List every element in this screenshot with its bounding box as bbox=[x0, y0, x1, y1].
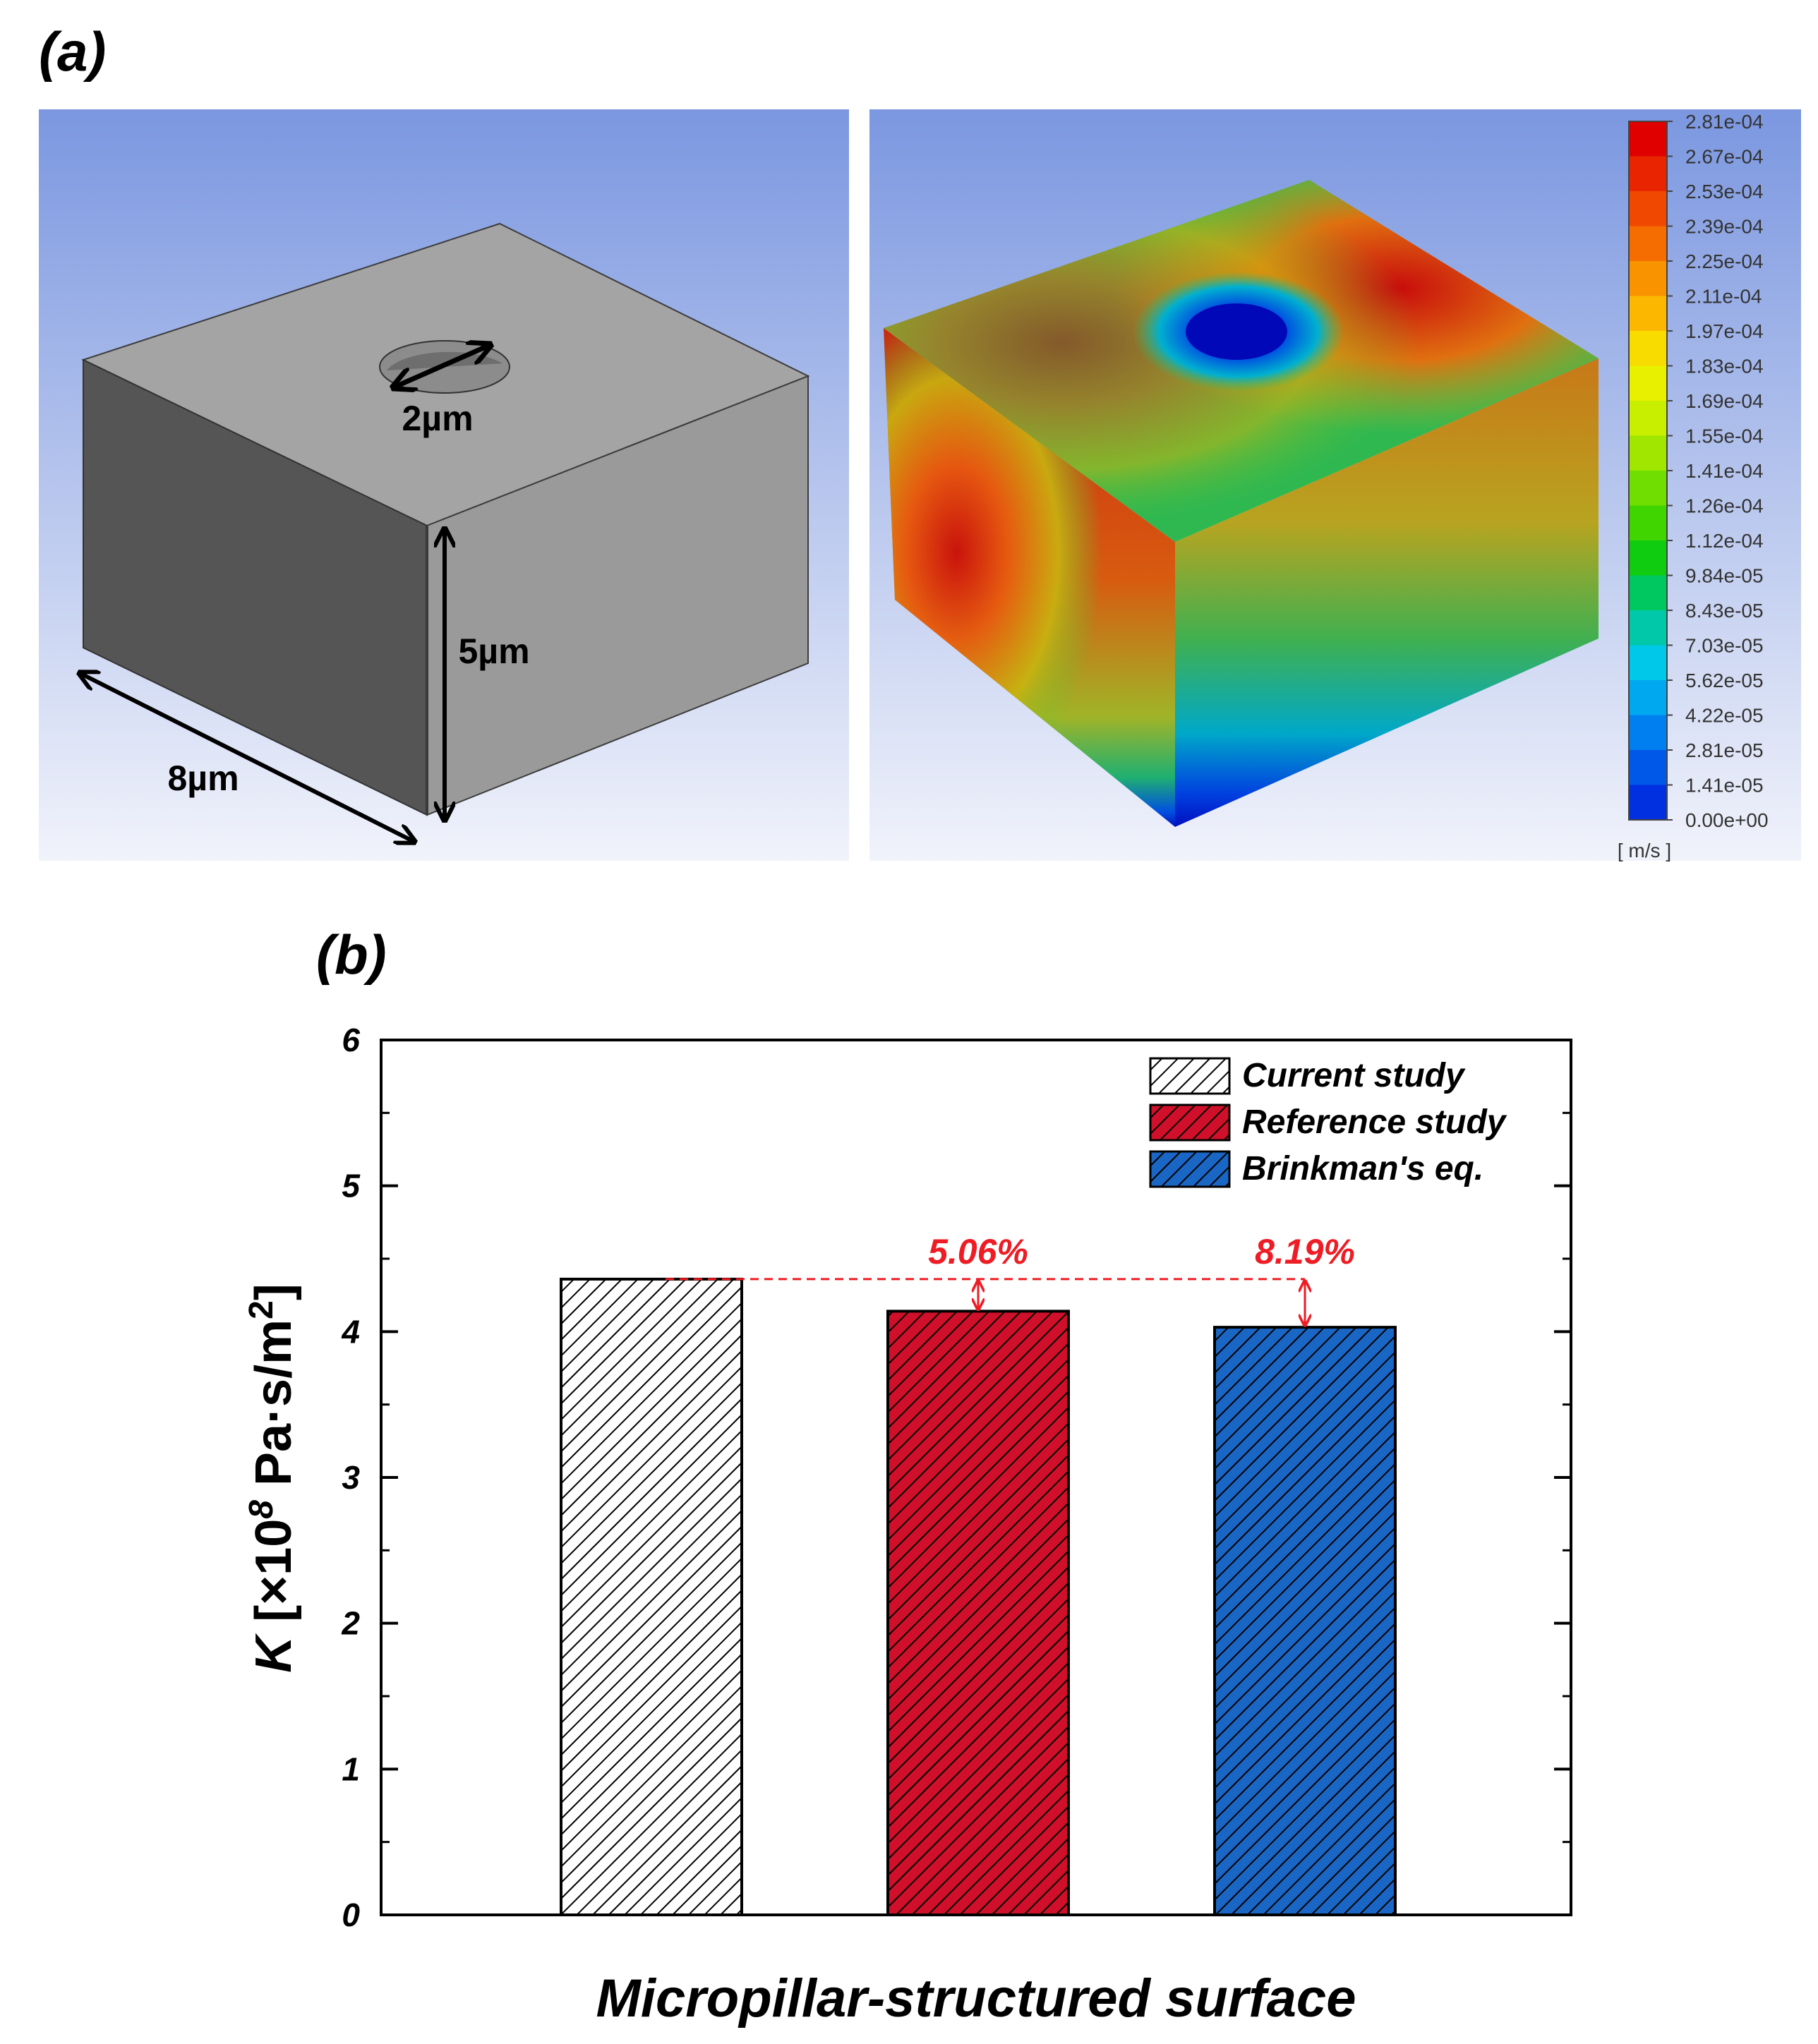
contour-legend-value: 2.67e-04 bbox=[1685, 146, 1764, 168]
contour-legend-swatch bbox=[1629, 506, 1667, 541]
chart-legend: Current study Reference study Brinkman's e… bbox=[1150, 1057, 1507, 1187]
y-tick-label: 1 bbox=[342, 1750, 360, 1787]
contour-legend-value: 2.39e-04 bbox=[1685, 216, 1764, 238]
y-tick-label: 6 bbox=[342, 1022, 360, 1058]
contour-legend-value: 1.12e-04 bbox=[1685, 530, 1764, 552]
contour-legend-value: 2.53e-04 bbox=[1685, 181, 1764, 202]
contour-legend-swatch bbox=[1629, 121, 1667, 157]
legend-swatch-1 bbox=[1150, 1105, 1229, 1140]
contour-legend-value: 4.22e-05 bbox=[1685, 705, 1764, 727]
y-tick-label: 4 bbox=[341, 1313, 360, 1350]
difference-label-0: 5.06% bbox=[928, 1232, 1028, 1271]
contour-legend-swatch bbox=[1629, 366, 1667, 401]
contour-unit-label: [ m/s ] bbox=[1618, 840, 1671, 861]
legend-label-2: Brinkman's eq. bbox=[1242, 1150, 1483, 1187]
legend-swatch-0 bbox=[1150, 1058, 1229, 1094]
contour-legend-swatch bbox=[1629, 646, 1667, 681]
panel-b-label: (b) bbox=[316, 924, 387, 986]
contour-legend-swatch bbox=[1629, 261, 1667, 296]
contour-legend-swatch bbox=[1629, 191, 1667, 226]
contour-legend-swatch bbox=[1629, 576, 1667, 611]
contour-legend-value: 1.69e-04 bbox=[1685, 390, 1764, 412]
contour-legend: 2.81e-04 2.67e-04 2.53e-04 2.39e-04 2.25e-04… bbox=[1629, 111, 1769, 831]
contour-legend-swatch bbox=[1629, 471, 1667, 506]
hole-diameter-label: 2µm bbox=[402, 399, 473, 438]
legend-swatch-2 bbox=[1150, 1151, 1229, 1187]
legend-label-0: Current study bbox=[1242, 1057, 1466, 1094]
figure: (a) 2µm 5µm 8µm 2.81e-04 2.67e-04 2.53e-04… bbox=[0, 0, 1818, 2044]
y-tick-label: 5 bbox=[342, 1168, 361, 1204]
contour-legend-swatch bbox=[1629, 401, 1667, 436]
contour-legend-swatch bbox=[1629, 680, 1667, 715]
y-tick-label: 3 bbox=[342, 1459, 360, 1496]
contour-legend-value: 1.41e-04 bbox=[1685, 460, 1764, 482]
contour-legend-value: 1.97e-04 bbox=[1685, 320, 1764, 342]
contour-legend-value: 1.55e-04 bbox=[1685, 425, 1764, 447]
geometry-panel: 2µm 5µm 8µm bbox=[39, 109, 849, 861]
contour-legend-value: 2.25e-04 bbox=[1685, 250, 1764, 272]
contour-legend-value: 9.84e-05 bbox=[1685, 565, 1764, 587]
contour-legend-value: 2.81e-04 bbox=[1685, 111, 1764, 133]
bars bbox=[561, 1279, 1395, 1915]
legend-label-1: Reference study bbox=[1242, 1103, 1507, 1141]
y-axis-label: K [×108 Pa·s/m2] bbox=[243, 1283, 302, 1673]
contour-legend-value: 2.11e-04 bbox=[1685, 286, 1762, 308]
contour-legend-value: 0.00e+00 bbox=[1685, 809, 1769, 831]
contour-legend-swatch bbox=[1629, 540, 1667, 576]
contour-legend-swatch bbox=[1629, 750, 1667, 785]
contour-legend-swatch bbox=[1629, 296, 1667, 332]
y-tick-label: 2 bbox=[341, 1605, 360, 1642]
contour-legend-value: 7.03e-05 bbox=[1685, 635, 1764, 657]
contour-legend-swatch bbox=[1629, 715, 1667, 751]
difference-label-1: 8.19% bbox=[1255, 1232, 1355, 1271]
panel-a-label: (a) bbox=[39, 20, 106, 83]
y-tick-label: 0 bbox=[342, 1897, 360, 1933]
contour-legend-value: 1.41e-05 bbox=[1685, 775, 1764, 797]
bar-chart: 0 1 2 3 4 5 6 5.06% 8.19% Current study Referenc… bbox=[243, 1022, 1571, 2028]
contour-legend-value: 5.62e-05 bbox=[1685, 670, 1764, 691]
contour-legend-value: 1.83e-04 bbox=[1685, 356, 1764, 377]
contour-legend-value: 2.81e-05 bbox=[1685, 739, 1764, 761]
bar-1 bbox=[888, 1311, 1068, 1915]
contour-legend-swatch bbox=[1629, 157, 1667, 192]
bar-2 bbox=[1215, 1327, 1395, 1915]
height-label: 5µm bbox=[458, 631, 529, 671]
contour-legend-swatch bbox=[1629, 436, 1667, 471]
x-axis-label: Micropillar-structured surface bbox=[596, 1969, 1356, 2028]
contour-legend-swatch bbox=[1629, 226, 1667, 262]
contour-legend-swatch bbox=[1629, 331, 1667, 366]
contour-legend-value: 1.26e-04 bbox=[1685, 495, 1764, 517]
contour-legend-swatch bbox=[1629, 610, 1667, 646]
bar-0 bbox=[561, 1279, 742, 1915]
width-label: 8µm bbox=[167, 758, 239, 798]
contour-legend-swatch bbox=[1629, 785, 1667, 821]
contour-legend-value: 8.43e-05 bbox=[1685, 600, 1764, 622]
